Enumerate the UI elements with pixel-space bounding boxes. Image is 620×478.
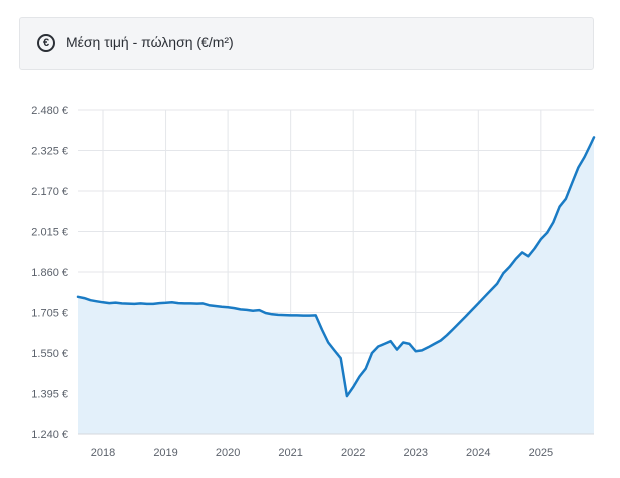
y-tick-label: 1.860 € — [31, 267, 68, 279]
x-tick-label: 2018 — [91, 447, 115, 459]
chart-title: Μέση τιμή - πώληση (€/m²) — [66, 34, 234, 50]
y-tick-label: 1.395 € — [31, 389, 68, 401]
y-tick-label: 2.170 € — [31, 186, 68, 198]
series-area — [78, 137, 594, 434]
y-tick-label: 2.015 € — [31, 227, 68, 239]
x-tick-label: 2021 — [278, 447, 302, 459]
x-tick-label: 2022 — [341, 447, 365, 459]
x-tick-label: 2024 — [466, 447, 490, 459]
y-tick-label: 1.240 € — [31, 429, 68, 441]
x-tick-label: 2019 — [153, 447, 177, 459]
x-tick-label: 2023 — [404, 447, 428, 459]
x-tick-label: 2020 — [216, 447, 240, 459]
series-line — [76, 136, 596, 398]
y-tick-label: 1.550 € — [31, 348, 68, 360]
chart-header: € Μέση τιμή - πώληση (€/m²) — [19, 17, 594, 70]
y-tick-label: 2.480 € — [31, 105, 68, 117]
x-tick-label: 2025 — [529, 447, 553, 459]
euro-icon: € — [37, 34, 55, 52]
y-tick-label: 1.705 € — [31, 308, 68, 320]
y-tick-label: 2.325 € — [31, 146, 68, 158]
